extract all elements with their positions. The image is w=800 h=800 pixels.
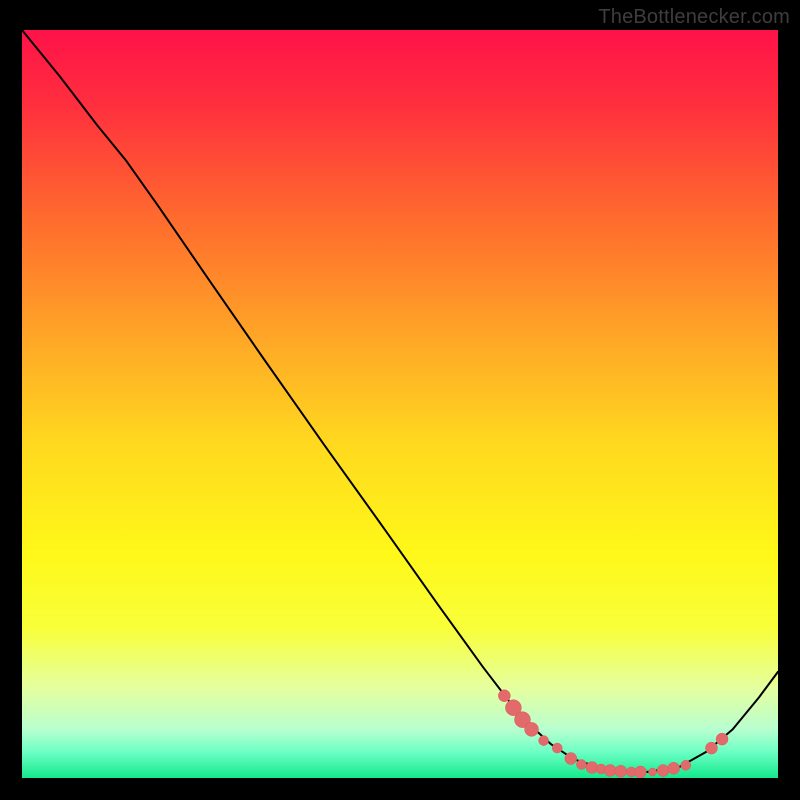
curve-marker — [576, 760, 586, 770]
curve-marker — [525, 722, 539, 736]
curve-marker — [716, 733, 728, 745]
curve-marker — [552, 743, 562, 753]
curve-marker — [681, 760, 691, 770]
curve-marker — [634, 766, 646, 778]
curve-marker — [705, 742, 717, 754]
bottleneck-curve — [22, 30, 778, 773]
curve-marker — [615, 765, 627, 777]
chart-container: TheBottlenecker.com — [0, 0, 800, 800]
curve-layer — [22, 30, 778, 778]
marker-group — [498, 690, 728, 778]
curve-marker — [649, 768, 657, 776]
curve-marker — [657, 765, 669, 777]
curve-marker — [498, 690, 510, 702]
curve-marker — [668, 762, 680, 774]
curve-marker — [604, 765, 616, 777]
plot-area — [22, 30, 778, 778]
curve-marker — [565, 753, 577, 765]
watermark-text: TheBottlenecker.com — [598, 6, 790, 29]
curve-marker — [539, 736, 549, 746]
